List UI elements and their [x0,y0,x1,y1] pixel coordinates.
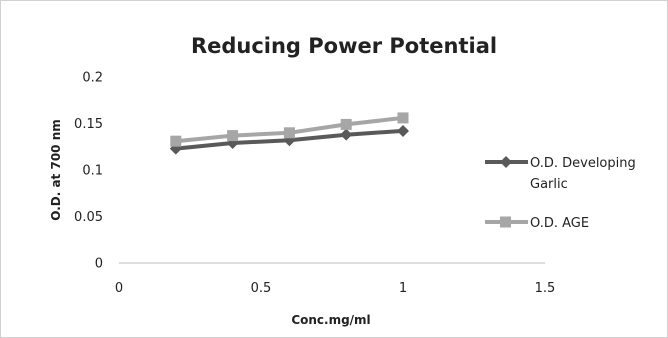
legend-marker [500,156,512,168]
y-tick-label: 0.1 [82,164,103,179]
data-point [170,135,182,147]
data-point [340,128,353,141]
series-2 [170,112,409,147]
legend: O.D. Developing Garlic O.D. AGE [485,156,636,231]
legend-marker [500,216,511,228]
series-lines [169,112,409,155]
data-point [397,124,409,137]
x-axis-label: Conc.mg/ml [291,313,370,327]
legend-item-1: O.D. Developing Garlic [485,156,636,192]
legend-label: O.D. Developing [530,156,636,171]
x-tick-label: 0.5 [251,281,272,296]
x-tick-label: 1.5 [535,281,556,296]
y-tick-label: 0.05 [74,210,103,225]
y-tick-label: 0.2 [82,71,103,86]
x-tick-label: 1 [399,281,407,296]
data-point [227,130,239,142]
legend-label: Garlic [530,177,568,192]
y-tick-label: 0 [95,257,103,272]
y-tick-label: 0.15 [74,117,103,132]
legend-item-2: O.D. AGE [485,216,589,231]
axes: 0 0.5 1 1.5 0 0.05 0.1 0.15 0.2 [74,71,555,297]
chart-title: Reducing Power Potential [191,34,497,58]
y-axis-label: O.D. at 700 nm [49,119,63,220]
data-point [397,112,409,124]
data-point [283,127,295,139]
y-axis-label-group: O.D. at 700 nm [49,119,63,220]
legend-label: O.D. AGE [530,216,589,231]
data-point [340,118,352,130]
x-tick-label: 0 [115,281,123,296]
